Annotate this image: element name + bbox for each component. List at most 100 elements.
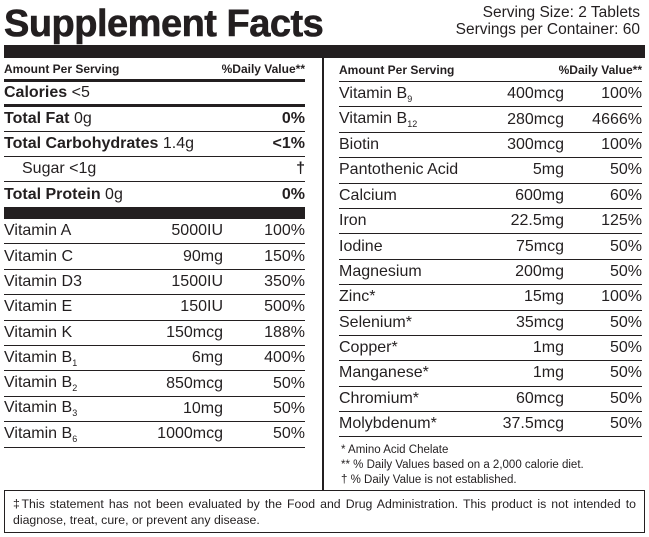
nutrient-amount: 400mcg	[507, 85, 564, 103]
total-protein-row: Total Protein 0g 0%	[4, 182, 305, 207]
nutrient-amount: 15mg	[523, 288, 564, 306]
nutrient-name: Vitamin D3	[4, 272, 82, 290]
daily-value-header: %Daily Value**	[221, 61, 305, 76]
nutrient-name: Copper*	[339, 339, 398, 357]
sugar-dv: †	[296, 160, 305, 177]
nutrient-row: Molybdenum* 37.5mcg 50%	[339, 412, 642, 438]
nutrient-name: Vitamin B1	[4, 348, 78, 368]
nutrient-row: Vitamin B2 850mcg 50%	[4, 371, 305, 397]
nutrient-row: Biotin 300mcg 100%	[339, 133, 642, 159]
nutrient-subscript: 6	[72, 433, 78, 444]
total-protein-amount: 0g	[105, 185, 123, 203]
nutrient-daily-value: 50%	[609, 313, 642, 331]
nutrient-row: Selenium* 35mcg 50%	[339, 311, 642, 336]
nutrient-daily-value: 50%	[609, 262, 642, 280]
nutrient-amount: 1500IU	[171, 272, 223, 290]
top-black-rule	[4, 45, 645, 58]
nutrient-daily-value: 50%	[609, 339, 642, 357]
sugar-label: Sugar	[22, 160, 65, 177]
total-protein-dv: 0%	[281, 185, 305, 203]
total-carbs-dv: <1%	[272, 135, 305, 152]
nutrient-row: Vitamin B1 6mg 400%	[4, 346, 305, 372]
nutrient-daily-value: 125%	[601, 212, 642, 230]
nutrient-amount: 5mg	[532, 161, 564, 179]
nutrient-amount: 5000IU	[171, 222, 223, 240]
amount-per-serving-header: Amount Per Serving	[4, 61, 120, 76]
nutrient-row: Chromium* 60mcg 50%	[339, 387, 642, 413]
sugar-amount: <1g	[69, 160, 97, 177]
nutrient-name: Vitamin E	[4, 298, 73, 316]
nutrient-daily-value: 50%	[609, 364, 642, 382]
left-header-row: Amount Per Serving %Daily Value**	[4, 58, 305, 82]
daily-value-header: %Daily Value**	[558, 62, 642, 77]
footnotes: * Amino Acid Chelate ** % Daily Values b…	[341, 443, 584, 488]
nutrient-amount: 37.5mcg	[502, 415, 564, 433]
nutrient-name: Vitamin B6	[4, 424, 78, 444]
nutrient-name: Iron	[339, 212, 367, 230]
nutrient-row: Vitamin D3 1500IU 350%	[4, 270, 305, 296]
nutrient-name: Magnesium	[339, 262, 422, 280]
nutrient-row: Manganese* 1mg 50%	[339, 361, 642, 387]
nutrient-daily-value: 60%	[609, 186, 642, 204]
fda-disclaimer: ‡This statement has not been evaluated b…	[4, 490, 645, 533]
calories-value: <5	[71, 84, 90, 101]
nutrient-name: Manganese*	[339, 364, 429, 382]
nutrient-daily-value: 100%	[601, 288, 642, 306]
serving-info: Serving Size: 2 Tablets Servings per Con…	[456, 4, 640, 38]
nutrient-amount: 1mg	[532, 364, 564, 382]
nutrient-daily-value: 50%	[272, 374, 305, 392]
nutrient-name: Vitamin B12	[339, 110, 418, 130]
nutrient-row: Vitamin K 150mcg 188%	[4, 321, 305, 346]
nutrient-amount: 1000mcg	[157, 425, 223, 443]
nutrient-name: Calcium	[339, 186, 397, 204]
nutrient-subscript: 9	[407, 93, 413, 104]
nutrient-amount: 850mcg	[166, 374, 223, 392]
total-fat-label: Total Fat	[4, 110, 70, 127]
total-protein-label: Total Protein	[4, 185, 101, 203]
nutrient-daily-value: 500%	[264, 298, 305, 316]
nutrient-name: Vitamin B3	[4, 399, 78, 419]
nutrient-daily-value: 50%	[609, 415, 642, 433]
total-fat-amount: 0g	[73, 110, 92, 127]
nutrient-name: Chromium*	[339, 389, 420, 407]
footnote-amino-acid: * Amino Acid Chelate	[341, 444, 449, 456]
nutrient-amount: 280mcg	[507, 110, 564, 128]
nutrient-row: Vitamin B9 400mcg 100%	[339, 82, 642, 108]
nutrient-row: Vitamin B12 280mcg 4666%	[339, 107, 642, 133]
nutrient-list: Vitamin B9 400mcg 100% Vitamin B12 280mcg 466…	[339, 82, 642, 438]
nutrient-row: Iron 22.5mg 125%	[339, 209, 642, 235]
nutrient-amount: 150IU	[180, 298, 223, 316]
nutrient-subscript: 2	[72, 383, 78, 394]
nutrient-row: Vitamin B6 1000mcg 50%	[4, 422, 305, 448]
total-carbs-amount: 1.4g	[162, 135, 194, 152]
nutrient-daily-value: 150%	[264, 247, 305, 265]
nutrient-subscript: 3	[72, 408, 78, 419]
nutrient-daily-value: 4666%	[592, 110, 642, 128]
total-fat-row: Total Fat 0g 0%	[4, 107, 305, 132]
nutrient-row: Calcium 600mg 60%	[339, 184, 642, 209]
total-carbs-row: Total Carbohydrates 1.4g <1%	[4, 132, 305, 157]
nutrient-amount: 60mcg	[515, 389, 564, 407]
nutrient-name: Zinc*	[339, 288, 376, 306]
total-carbs-label: Total Carbohydrates	[4, 135, 159, 152]
nutrient-row: Iodine 75mcg 50%	[339, 234, 642, 260]
left-column: Amount Per Serving %Daily Value** Calori…	[4, 58, 305, 448]
nutrient-row: Copper* 1mg 50%	[339, 336, 642, 362]
nutrient-subscript: 12	[407, 119, 418, 130]
servings-per-container: Servings per Container: 60	[455, 21, 640, 38]
amount-per-serving-header: Amount Per Serving	[339, 62, 455, 77]
panel-title: Supplement Facts	[4, 3, 324, 46]
nutrient-name: Iodine	[339, 237, 383, 255]
right-column: Amount Per Serving %Daily Value** Vitami…	[339, 58, 642, 438]
nutrient-name: Molybdenum*	[339, 415, 437, 433]
nutrient-row: Vitamin A 5000IU 100%	[4, 219, 305, 245]
nutrient-amount: 35mcg	[515, 313, 564, 331]
calories-label: Calories	[4, 84, 68, 101]
total-fat-dv: 0%	[281, 110, 305, 127]
vitamin-list: Vitamin A 5000IU 100% Vitamin C 90mg 150% Vita…	[4, 219, 305, 448]
nutrient-amount: 75mcg	[515, 237, 564, 255]
nutrient-name: Vitamin B9	[339, 84, 413, 104]
calories-row: Calories <5	[4, 82, 305, 107]
nutrient-row: Zinc* 15mg 100%	[339, 285, 642, 311]
nutrient-name: Vitamin A	[4, 222, 72, 240]
